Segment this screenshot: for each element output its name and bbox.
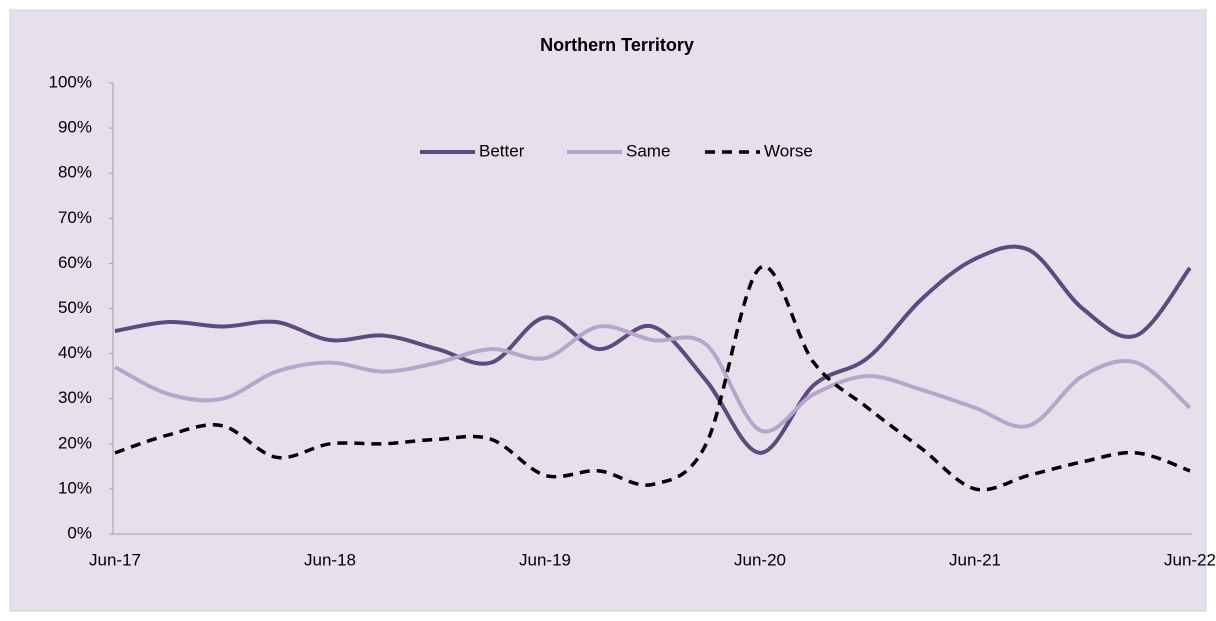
series-line [114, 244, 1192, 455]
x-tick-label: Jun-17 [89, 550, 141, 569]
y-tick-label: 10% [58, 478, 92, 497]
chart-title: Northern Territory [540, 35, 694, 55]
series-line [114, 264, 1191, 492]
x-tick-label: Jun-22 [1164, 550, 1216, 569]
y-tick-label: 100% [49, 72, 92, 91]
legend-label: Same [626, 141, 670, 160]
legend-label: Worse [764, 141, 813, 160]
y-tick-label: 70% [58, 208, 92, 227]
y-tick-label: 40% [58, 343, 92, 362]
y-tick-label: 0% [67, 523, 92, 542]
x-tick-label: Jun-20 [734, 550, 786, 569]
y-tick-label: 60% [58, 253, 92, 272]
y-tick-label: 80% [58, 163, 92, 182]
y-tick-label: 20% [58, 433, 92, 452]
x-tick-label: Jun-18 [304, 550, 356, 569]
y-tick-label: 90% [58, 118, 92, 137]
y-tick-label: 30% [58, 388, 92, 407]
y-tick-label: 50% [58, 298, 92, 317]
x-tick-label: Jun-19 [519, 550, 571, 569]
legend-label: Better [479, 141, 525, 160]
series-line [114, 324, 1192, 434]
x-tick-label: Jun-21 [949, 550, 1001, 569]
chart-background [9, 9, 1207, 612]
